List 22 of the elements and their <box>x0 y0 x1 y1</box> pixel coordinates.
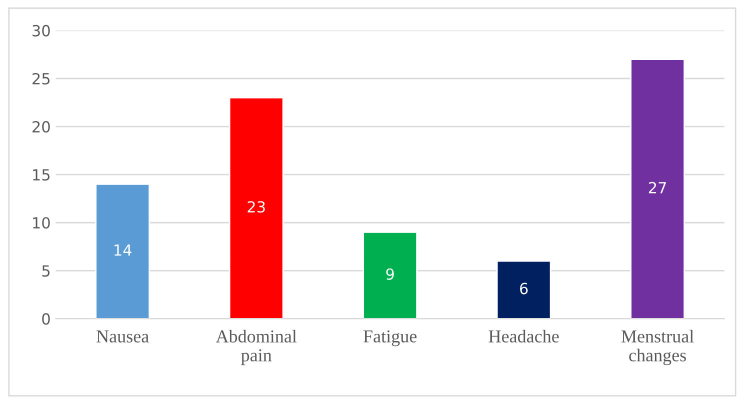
data-label: 14 <box>114 244 132 256</box>
bar <box>362 232 418 319</box>
y-tick-label: 5 <box>42 265 50 277</box>
data-label: 27 <box>648 182 666 194</box>
y-tick-label: 20 <box>32 121 50 133</box>
bar <box>630 58 685 319</box>
x-tick-label: Headache <box>488 330 559 343</box>
bar <box>496 260 552 319</box>
bar <box>228 97 284 319</box>
data-label: 9 <box>386 268 394 280</box>
x-tick-label: Nausea <box>96 330 149 343</box>
x-tick-label: Fatigue <box>364 330 417 346</box>
bar <box>95 183 150 319</box>
y-tick-label: 0 <box>42 313 50 325</box>
x-tick-label: Abdominal pain <box>216 330 297 366</box>
data-label: 23 <box>248 201 265 213</box>
x-tick-label: Menstrual changes <box>621 330 694 366</box>
y-tick-label: 25 <box>32 72 50 85</box>
data-label: 6 <box>520 282 528 294</box>
y-tick-label: 10 <box>33 217 50 229</box>
y-tick-label: 30 <box>32 24 50 36</box>
y-tick-label: 15 <box>33 169 50 181</box>
